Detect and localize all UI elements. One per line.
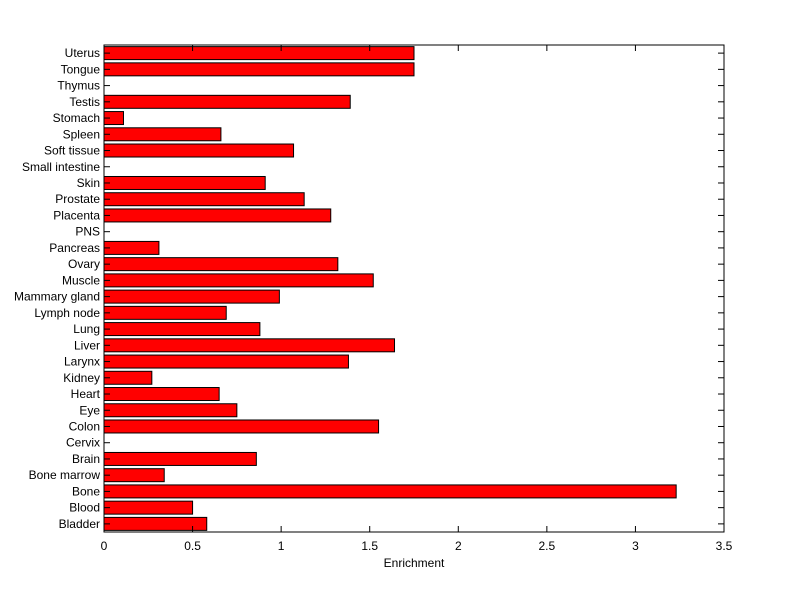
bar-brain [103,451,257,466]
y-tick-label: Cervix [66,436,100,450]
y-tick-label: Eye [79,403,100,417]
plot-area-background [104,45,724,532]
x-tick-label: 3 [632,539,639,553]
bar-kidney [103,370,153,385]
bar-spleen [103,127,222,142]
x-tick-label: 1 [278,539,285,553]
bar-bladder [103,516,208,531]
y-tick-label: Liver [74,338,100,352]
bar-lung [103,322,261,337]
y-tick-label: Larynx [64,355,100,369]
x-tick-label: 2.5 [539,539,556,553]
bar-tongue [103,62,415,77]
x-tick-label: 2 [455,539,462,553]
bar-bone [103,484,677,499]
bar-placenta [103,208,332,223]
bar-heart [103,387,220,402]
bar-pancreas [103,240,160,255]
y-tick-label: Colon [69,419,100,433]
x-tick-label: 1.5 [361,539,378,553]
y-tick-label: Bone [72,484,100,498]
y-tick-label: Brain [72,452,100,466]
x-tick-label: 0 [101,539,108,553]
y-tick-label: Thymus [57,79,100,93]
y-tick-label: Muscle [62,273,100,287]
y-tick-label: Mammary gland [14,290,100,304]
bar-mammary-gland [103,289,280,304]
y-tick-label: Ovary [68,257,100,271]
y-tick-label: Bladder [59,517,100,531]
bar-soft-tissue [103,143,295,158]
y-tick-label: Lung [73,322,100,336]
bar-testis [103,94,351,109]
bar-lymph-node [103,305,227,320]
bar-colon [103,419,380,434]
x-tick-label: 3.5 [716,539,733,553]
bar-skin [103,175,266,190]
y-tick-label: Tongue [61,62,101,76]
x-tick-label: 0.5 [184,539,201,553]
bar-eye [103,403,238,418]
y-tick-label: Skin [77,176,100,190]
y-tick-label: Placenta [53,208,100,222]
y-tick-label: Uterus [65,46,100,60]
bar-muscle [103,273,374,288]
x-axis-label: Enrichment [384,556,445,570]
y-tick-label: Blood [69,501,100,515]
x-axis-ticks: 0 0.5 1 1.5 2 2.5 3 3.5 [101,45,733,553]
y-tick-label: Spleen [63,127,100,141]
y-tick-label: Pancreas [49,241,100,255]
y-tick-label: Prostate [55,192,100,206]
y-tick-label: Lymph node [34,306,100,320]
y-tick-label: Soft tissue [44,144,100,158]
bar-bone-marrow [103,468,165,483]
bar-ovary [103,257,339,272]
y-axis-ticks: Bladder Blood Bone Bone marrow Brain Cervix Co… [14,46,724,531]
bar-prostate [103,192,305,207]
y-tick-label: Stomach [53,111,100,125]
y-tick-label: Testis [69,95,100,109]
bar-uterus [103,46,415,61]
bar-liver [103,338,396,353]
y-tick-label: PNS [75,225,100,239]
y-tick-label: Heart [71,387,101,401]
y-tick-label: Kidney [63,371,100,385]
y-tick-label: Bone marrow [29,468,101,482]
bar-blood [103,500,194,515]
plot-area-frame [103,44,725,533]
bar-larynx [103,354,349,369]
y-tick-label: Small intestine [22,160,100,174]
